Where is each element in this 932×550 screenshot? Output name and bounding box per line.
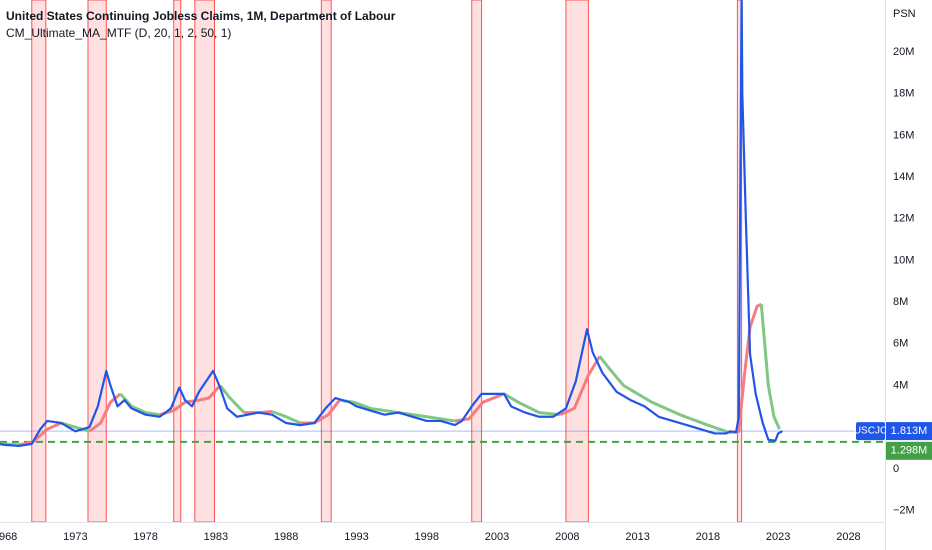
y-tick-label: 6M xyxy=(893,338,908,350)
recession-band xyxy=(471,0,483,523)
y-tick-label: 8M xyxy=(893,296,908,308)
y-tick-label: 16M xyxy=(893,129,914,141)
x-tick-label: 2008 xyxy=(555,531,579,543)
moving-average xyxy=(159,384,222,417)
x-tick-label: 2028 xyxy=(836,531,860,543)
recession-band xyxy=(31,0,47,523)
x-tick-label: 1978 xyxy=(133,531,157,543)
y-tick-label: 10M xyxy=(893,254,914,266)
x-tick-label: 1993 xyxy=(344,531,368,543)
moving-average xyxy=(759,304,781,430)
price-tag-label: 1.298M xyxy=(891,445,928,457)
x-tick-label: 1983 xyxy=(204,531,228,543)
price-tag xyxy=(886,441,932,460)
series-tag-label: USCJC xyxy=(854,426,887,437)
x-tick-label: 1973 xyxy=(63,531,87,543)
y-tick-label: 18M xyxy=(893,88,914,100)
y-tick-label: 12M xyxy=(893,213,914,225)
y-tick-label: −2M xyxy=(893,504,915,516)
y-tick-label: 14M xyxy=(893,171,914,183)
recession-band xyxy=(194,0,216,523)
recession-band xyxy=(87,0,107,523)
moving-average xyxy=(503,392,561,417)
x-tick-label: 1968 xyxy=(0,531,17,543)
moving-average xyxy=(218,384,246,414)
moving-average xyxy=(339,398,456,423)
y-tick-label: 4M xyxy=(893,379,908,391)
y-tick-label: 0 xyxy=(893,463,899,475)
price-tag xyxy=(886,422,932,441)
x-tick-label: 2023 xyxy=(766,531,790,543)
moving-average xyxy=(271,410,301,425)
indicator-label: CM_Ultimate_MA_MTF (D, 20, 1, 2, 50, 1) xyxy=(6,26,231,40)
recession-band xyxy=(565,0,589,523)
series-tag xyxy=(856,422,885,441)
x-tick-label: 2003 xyxy=(485,531,509,543)
x-tick-label: 2018 xyxy=(696,531,720,543)
x-tick-label: 1998 xyxy=(415,531,439,543)
moving-average xyxy=(60,421,90,433)
recession-band xyxy=(320,0,332,523)
chart-title: United States Continuing Jobless Claims,… xyxy=(6,9,396,23)
price-tag-label: 1.813M xyxy=(891,425,928,437)
x-tick-label: 2013 xyxy=(625,531,649,543)
recession-band xyxy=(173,0,182,523)
moving-average xyxy=(18,421,62,447)
data-line xyxy=(0,0,783,448)
moving-average xyxy=(598,355,730,434)
x-tick-label: 1988 xyxy=(274,531,298,543)
y-unit: PSN xyxy=(893,8,916,20)
y-tick-label: 20M xyxy=(893,46,914,58)
moving-average xyxy=(559,355,601,417)
